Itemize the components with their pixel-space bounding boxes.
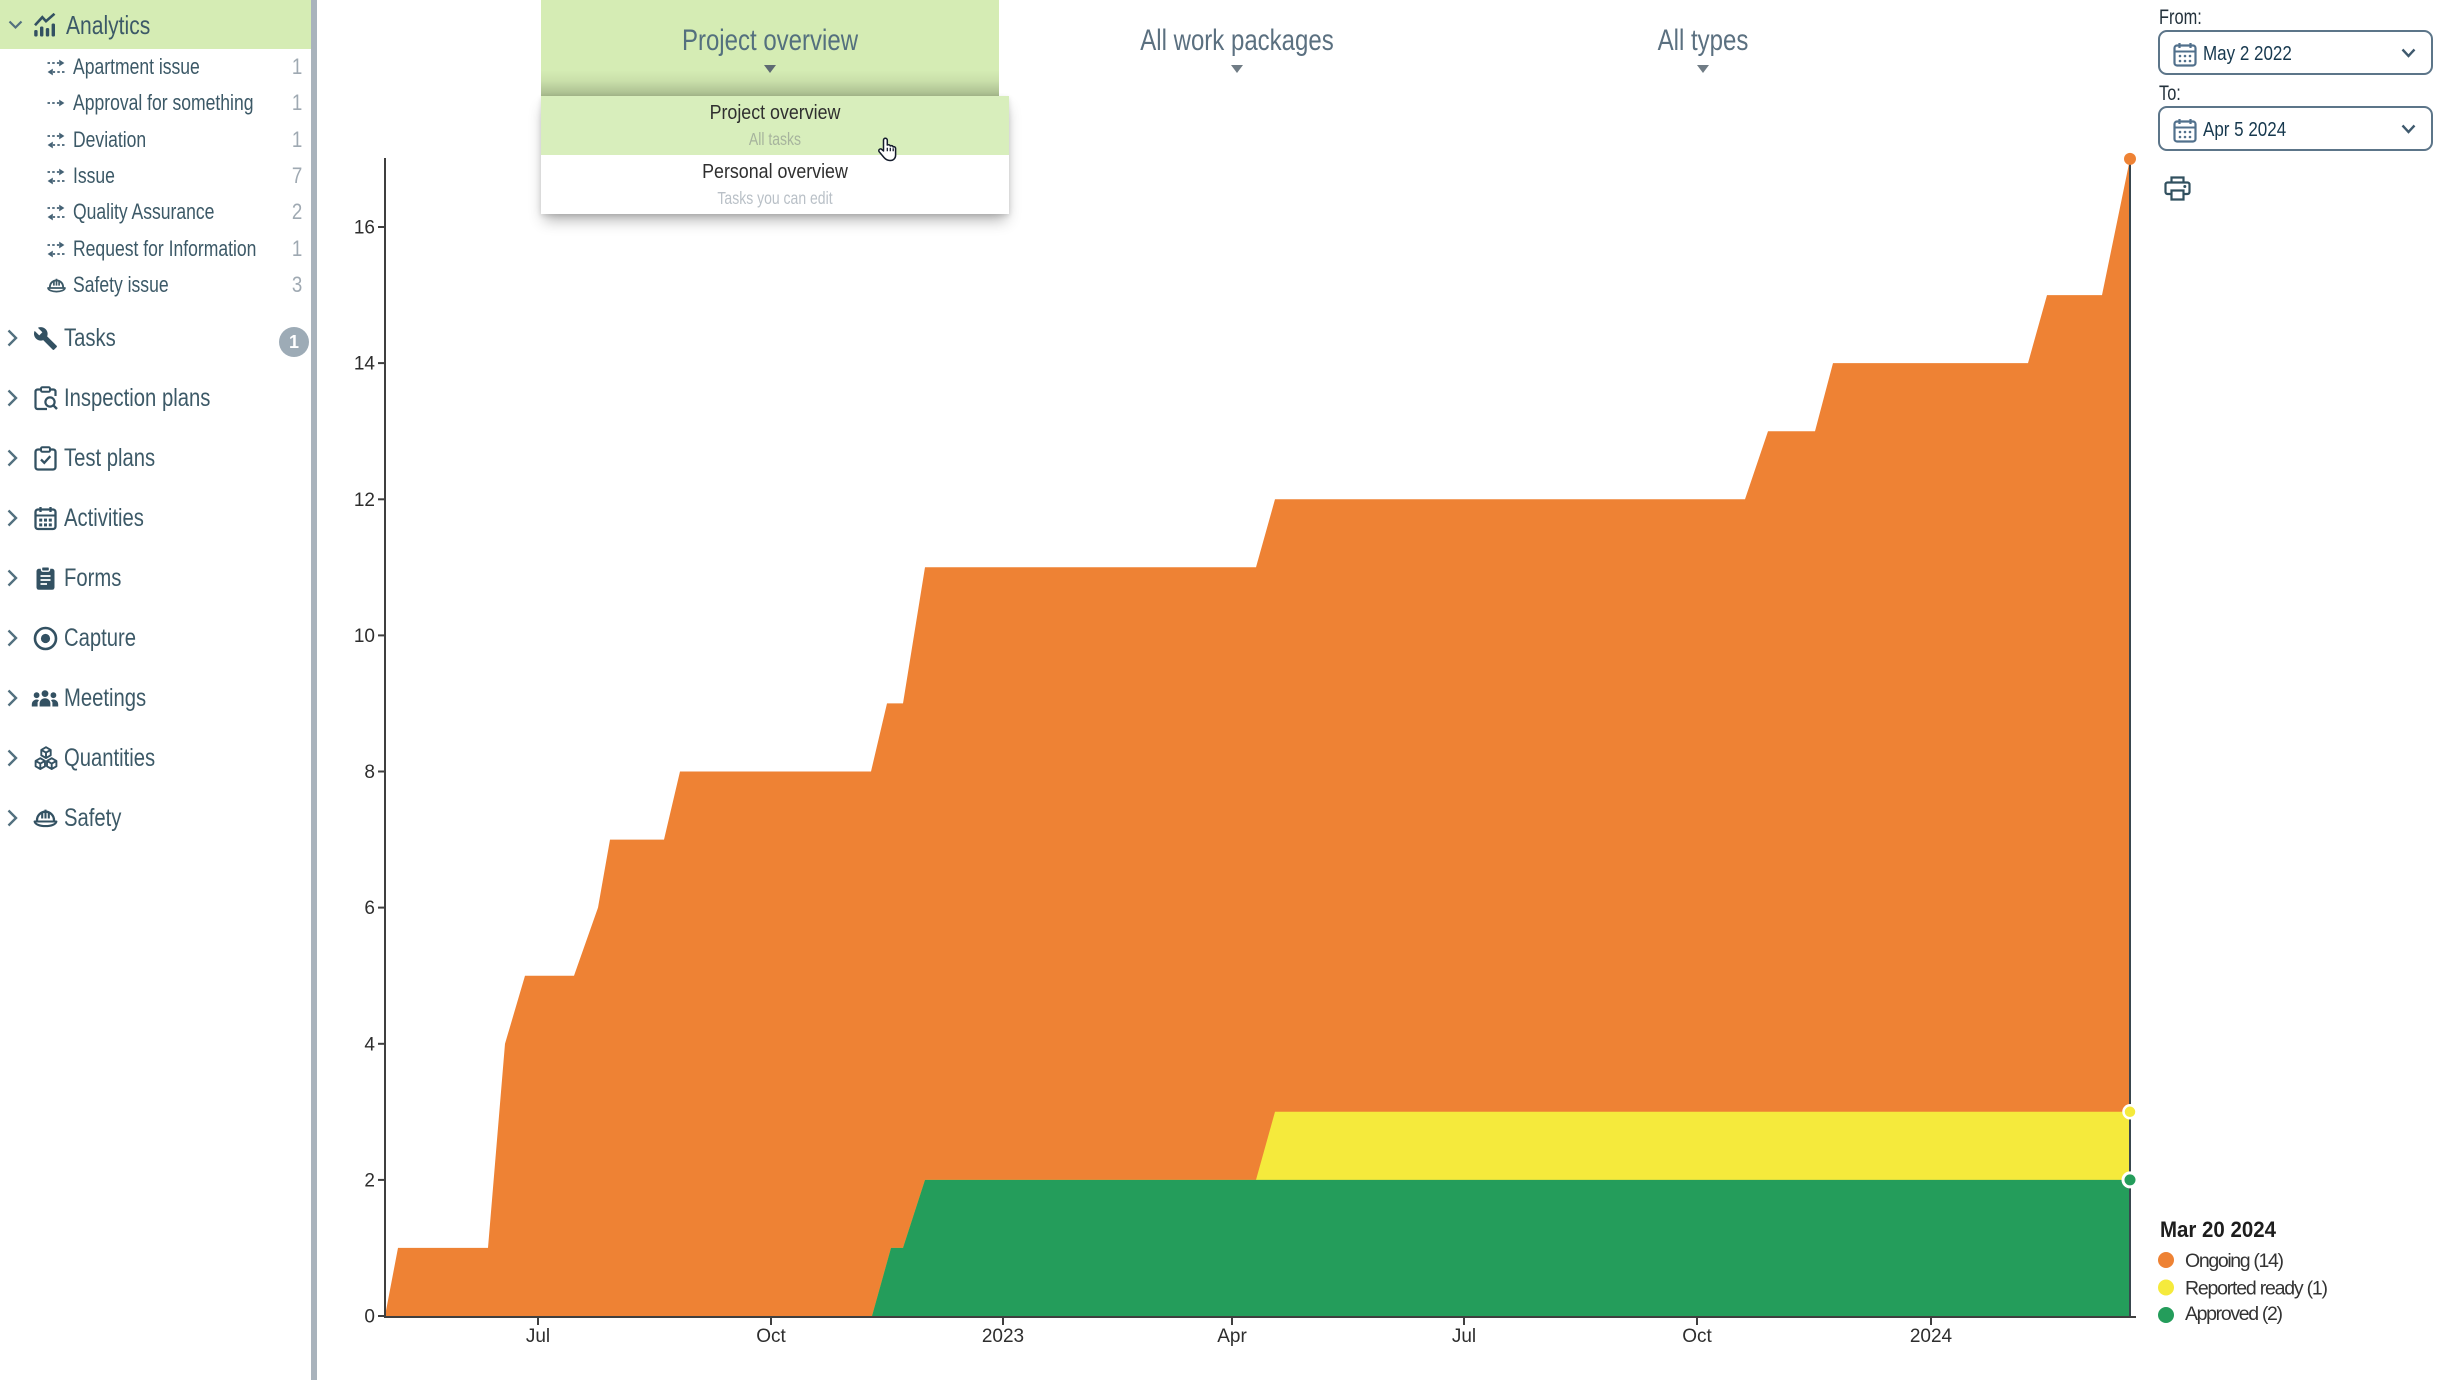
svg-text:14: 14 bbox=[354, 354, 376, 375]
svg-text:Jul: Jul bbox=[1452, 1326, 1476, 1347]
svg-text:2024: 2024 bbox=[1910, 1326, 1953, 1347]
svg-text:8: 8 bbox=[364, 762, 375, 783]
svg-text:Apr: Apr bbox=[1217, 1326, 1247, 1347]
svg-text:Approved (2): Approved (2) bbox=[2185, 1303, 2283, 1325]
svg-text:16: 16 bbox=[354, 218, 375, 239]
svg-text:12: 12 bbox=[354, 490, 375, 511]
svg-text:Oct: Oct bbox=[1682, 1326, 1712, 1347]
svg-text:2023: 2023 bbox=[982, 1326, 1024, 1347]
svg-text:Mar 20 2024: Mar 20 2024 bbox=[2160, 1217, 2277, 1242]
svg-text:Jul: Jul bbox=[526, 1326, 550, 1347]
svg-text:2: 2 bbox=[364, 1170, 375, 1191]
svg-text:0: 0 bbox=[364, 1307, 375, 1328]
svg-text:Oct: Oct bbox=[756, 1326, 786, 1347]
svg-text:6: 6 bbox=[364, 898, 375, 919]
svg-text:Reported ready (1): Reported ready (1) bbox=[2185, 1278, 2328, 1300]
svg-text:Ongoing (14): Ongoing (14) bbox=[2185, 1250, 2284, 1272]
svg-text:4: 4 bbox=[364, 1034, 375, 1055]
svg-text:10: 10 bbox=[354, 626, 375, 647]
